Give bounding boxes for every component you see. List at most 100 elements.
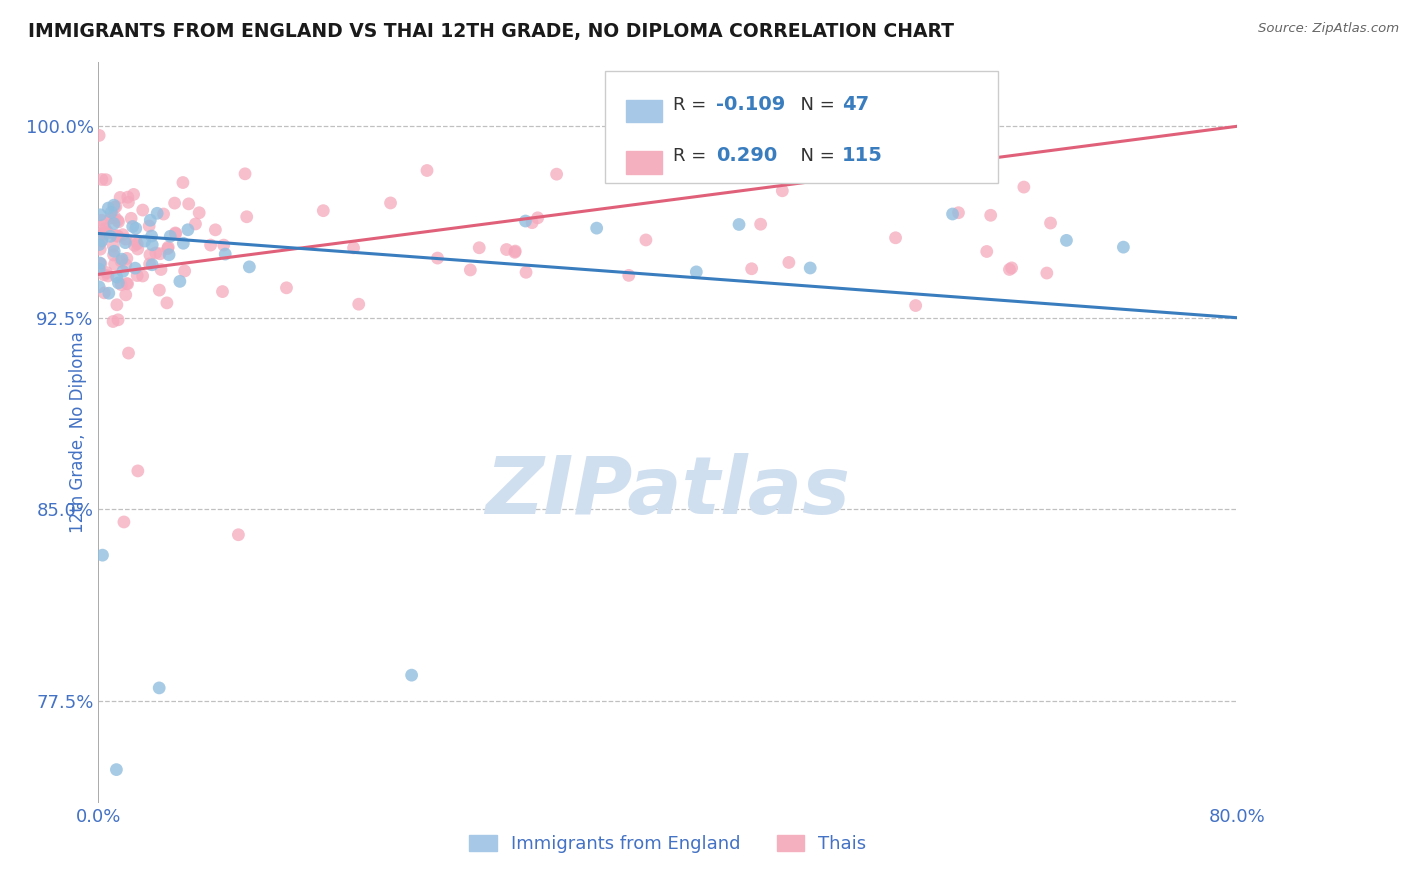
Point	[157, 240, 180, 254]
Point	[90, 213, 112, 227]
Point	[503, 244, 526, 258]
Point	[401, 668, 423, 682]
Text: Source: ZipAtlas.com: Source: ZipAtlas.com	[1258, 22, 1399, 36]
Point	[101, 211, 124, 225]
Point	[107, 276, 129, 290]
Point	[97, 201, 120, 215]
Point	[90, 227, 112, 242]
Text: R =: R =	[673, 95, 713, 113]
Text: N =: N =	[789, 95, 841, 113]
Point	[97, 268, 120, 283]
Point	[503, 245, 526, 260]
Point	[172, 236, 194, 251]
Y-axis label: 12th Grade, No Diploma: 12th Grade, No Diploma	[69, 332, 87, 533]
Point	[93, 268, 115, 282]
Point	[114, 232, 136, 246]
Point	[121, 219, 143, 234]
Point	[138, 219, 160, 233]
Point	[94, 172, 117, 186]
Point	[148, 283, 170, 297]
Point	[233, 167, 256, 181]
Point	[96, 266, 118, 280]
Point	[96, 227, 118, 241]
Point	[520, 216, 543, 230]
Point	[741, 261, 763, 276]
Point	[617, 268, 640, 283]
Point	[426, 251, 449, 265]
Point	[150, 262, 173, 277]
Point	[1012, 180, 1035, 194]
Point	[117, 346, 139, 360]
Point	[515, 214, 537, 228]
Point	[89, 280, 111, 294]
Point	[125, 221, 148, 235]
Point	[184, 217, 207, 231]
Point	[97, 286, 120, 301]
Text: N =: N =	[789, 147, 841, 165]
Point	[115, 252, 138, 266]
Point	[131, 268, 153, 283]
Point	[634, 233, 657, 247]
Point	[103, 239, 125, 253]
Point	[103, 244, 125, 259]
Point	[495, 243, 517, 257]
Point	[117, 277, 139, 291]
Point	[980, 208, 1002, 222]
Point	[97, 225, 120, 239]
Point	[138, 257, 160, 271]
Point	[177, 197, 200, 211]
Text: ZIPatlas: ZIPatlas	[485, 453, 851, 531]
Point	[122, 187, 145, 202]
Point	[108, 190, 131, 204]
Point	[110, 277, 132, 292]
Point	[132, 203, 155, 218]
Point	[347, 297, 370, 311]
Point	[157, 248, 180, 262]
Point	[94, 225, 117, 239]
Text: R =: R =	[673, 147, 713, 165]
Point	[235, 210, 257, 224]
Point	[127, 242, 149, 256]
Point	[172, 176, 194, 190]
Point	[749, 217, 772, 231]
Point	[948, 205, 970, 219]
Point	[342, 241, 364, 255]
Point	[134, 234, 156, 248]
Point	[100, 205, 122, 219]
Point	[110, 254, 132, 268]
Point	[1001, 260, 1024, 275]
Point	[127, 464, 149, 478]
Point	[89, 208, 111, 222]
Point	[276, 281, 298, 295]
Text: IMMIGRANTS FROM ENGLAND VS THAI 12TH GRADE, NO DIPLOMA CORRELATION CHART: IMMIGRANTS FROM ENGLAND VS THAI 12TH GRA…	[28, 22, 955, 41]
Point	[799, 260, 821, 275]
Point	[1039, 216, 1062, 230]
Point	[105, 298, 128, 312]
Point	[127, 236, 149, 251]
Text: 115: 115	[842, 146, 883, 165]
Point	[89, 237, 111, 252]
Point	[884, 231, 907, 245]
Legend: Immigrants from England, Thais: Immigrants from England, Thais	[463, 828, 873, 861]
Point	[105, 763, 128, 777]
Point	[214, 247, 236, 261]
Point	[416, 163, 439, 178]
Point	[114, 288, 136, 302]
Point	[728, 218, 751, 232]
Point	[312, 203, 335, 218]
Point	[104, 228, 127, 243]
Point	[89, 128, 111, 143]
Point	[526, 211, 548, 225]
Point	[1036, 266, 1059, 280]
Point	[141, 237, 163, 252]
Point	[94, 222, 117, 236]
Point	[146, 206, 169, 220]
Point	[177, 223, 200, 237]
Point	[778, 255, 800, 269]
Point	[100, 229, 122, 244]
Point	[90, 257, 112, 271]
Point	[204, 223, 226, 237]
Text: -0.109: -0.109	[716, 95, 785, 114]
Point	[1112, 240, 1135, 254]
Point	[211, 285, 233, 299]
